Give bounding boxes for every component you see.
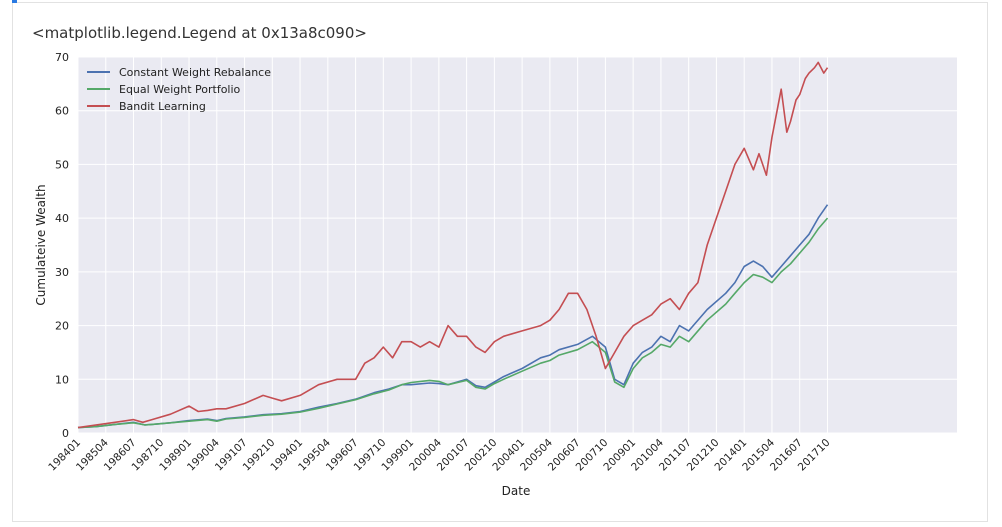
output-text: <matplotlib.legend.Legend at 0x13a8c090> — [32, 24, 367, 42]
y-tick-labels: 0 10 20 30 40 50 60 70 — [55, 51, 69, 440]
grid-lines — [77, 56, 957, 434]
legend-label: Equal Weight Portfolio — [119, 83, 241, 96]
plot-background — [78, 57, 957, 433]
y-tick-label: 60 — [55, 105, 69, 118]
x-axis-label: Date — [502, 484, 531, 498]
series-line — [77, 61, 829, 429]
y-tick-label: 50 — [55, 158, 69, 171]
legend-label: Bandit Learning — [119, 100, 206, 113]
series-lines — [77, 61, 829, 429]
legend: Constant Weight Rebalance Equal Weight Po… — [87, 66, 271, 113]
y-tick-label: 30 — [55, 266, 69, 279]
cell-prompt-marker — [12, 0, 17, 3]
y-tick-label: 40 — [55, 212, 69, 225]
legend-label: Constant Weight Rebalance — [119, 66, 271, 79]
y-tick-label: 10 — [55, 373, 69, 386]
y-tick-label: 0 — [62, 427, 69, 440]
y-axis-label: Cumulateive Wealth — [34, 184, 48, 305]
y-tick-label: 70 — [55, 51, 69, 64]
series-line — [77, 217, 829, 429]
y-tick-label: 20 — [55, 320, 69, 333]
x-tick-labels: 1984011985041986071987101989011990041991… — [46, 436, 832, 473]
